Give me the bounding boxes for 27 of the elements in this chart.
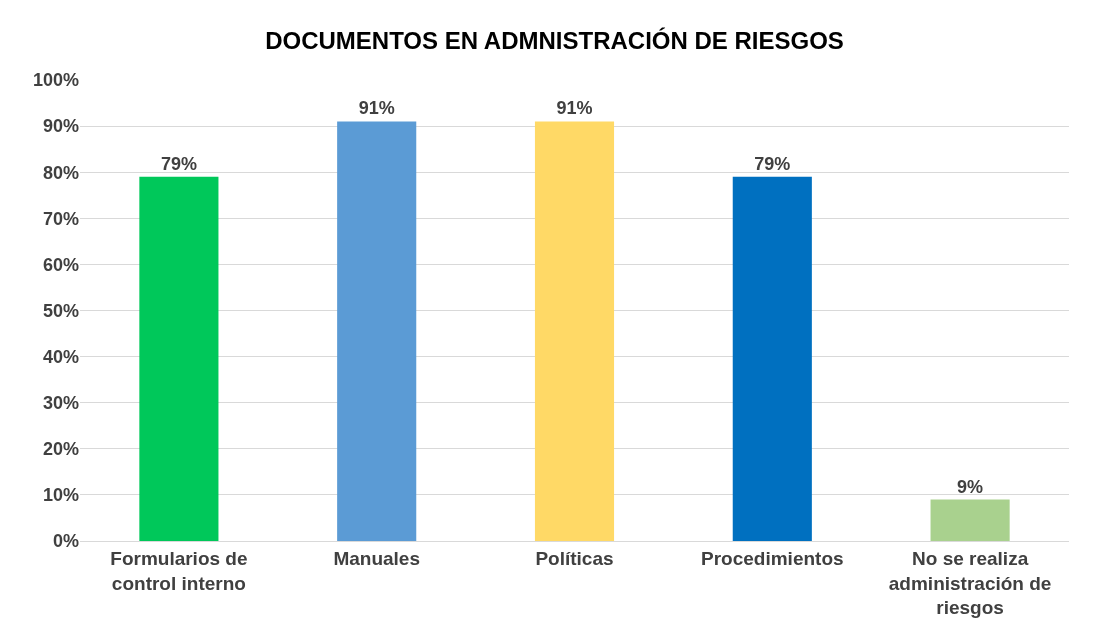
data-label: 79% [754,153,791,174]
y-tick-label: 0% [52,531,79,552]
data-label: 9% [957,476,984,497]
x-tick-label: Manuales [333,547,420,569]
y-tick-label: 60% [42,254,79,275]
y-tick-label: 20% [42,439,79,460]
y-tick-label: 10% [42,485,79,506]
x-tick-label: Procedimientos [701,547,844,569]
bar [534,121,615,541]
bar [930,499,1010,541]
y-tick-label: 70% [42,208,79,229]
y-tick-label: 100% [32,70,79,91]
data-label: 79% [160,153,197,174]
data-label: 91% [556,98,593,119]
y-tick-label: 50% [42,300,79,321]
y-tick-label: 80% [42,162,79,183]
x-tick-label: No se realiza administración de riesgos [888,547,1052,619]
x-tick-label: Formularios de control interno [110,547,248,594]
data-label: 91% [358,98,395,119]
x-tick-label: Políticas [535,547,614,569]
y-tick-label: 30% [42,393,79,413]
y-tick-label: 90% [42,116,79,137]
bar [139,176,219,541]
chart-title: DOCUMENTOS EN ADMNISTRACIÓN DE RIESGOS [265,26,844,54]
y-tick-label: 40% [42,346,79,367]
bar [732,176,812,541]
bar [337,121,417,541]
